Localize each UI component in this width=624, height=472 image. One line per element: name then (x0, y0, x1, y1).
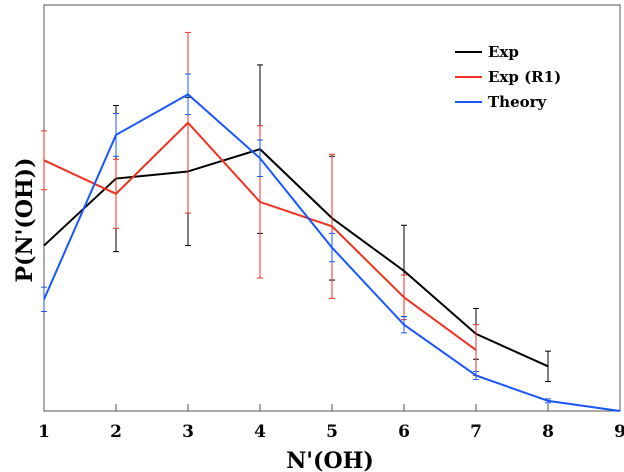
x-tick-label: 6 (398, 422, 410, 442)
series-layer (41, 31, 621, 412)
series-line (43, 93, 621, 412)
y-axis-title: P(N'(OH)) (12, 158, 38, 283)
x-tick-label: 1 (38, 422, 50, 442)
series-line (43, 148, 549, 368)
x-tick-label: 8 (542, 422, 554, 442)
x-axis-ticks: 1 2 3 4 5 6 7 8 9 (38, 404, 624, 442)
series-group (43, 64, 551, 383)
legend-label: Theory (488, 93, 548, 111)
x-tick-label: 7 (470, 422, 482, 442)
x-axis-title: N'(OH) (286, 448, 374, 472)
series-line (43, 121, 477, 351)
x-tick-label: 2 (110, 422, 122, 442)
x-tick-label: 3 (182, 422, 194, 442)
x-tick-label: 4 (254, 422, 266, 442)
series-group (41, 73, 621, 412)
legend-label: Exp (488, 43, 519, 61)
legend: Exp Exp (R1) Theory (455, 43, 561, 111)
legend-label: Exp (R1) (488, 68, 561, 86)
x-tick-label: 9 (614, 422, 624, 442)
x-tick-label: 5 (326, 422, 338, 442)
